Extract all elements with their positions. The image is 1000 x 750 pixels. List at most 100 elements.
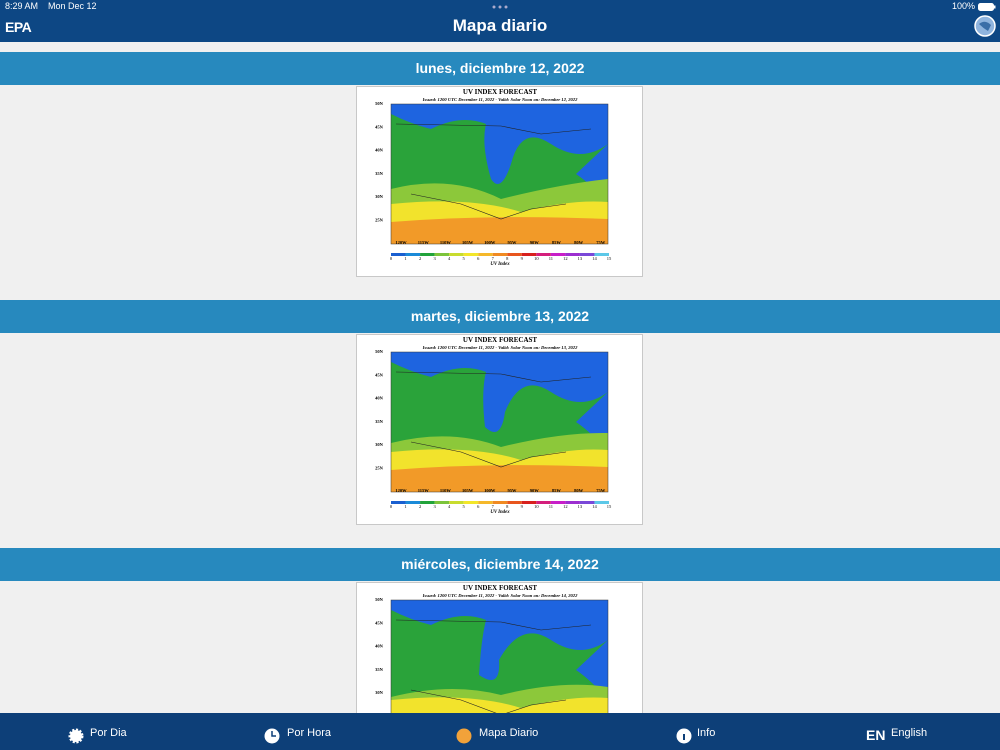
scale-segment bbox=[420, 253, 435, 256]
uv-map-card: UV INDEX FORECAST Issued: 1200 UTC Decemb… bbox=[356, 334, 643, 525]
lat-label: 35N bbox=[375, 667, 384, 672]
scale-label: 10 bbox=[534, 256, 539, 261]
scale-segment bbox=[434, 253, 450, 256]
scale-segment bbox=[434, 501, 450, 504]
lat-label: 50N bbox=[375, 597, 384, 602]
lat-label: 35N bbox=[375, 171, 384, 176]
lat-label: 45N bbox=[375, 372, 384, 377]
scale-segment bbox=[405, 501, 421, 504]
map-region bbox=[391, 600, 608, 680]
map-border bbox=[395, 371, 592, 468]
header: 8:29 AM Mon Dec 12 100% EPA Mapa diario bbox=[0, 0, 1000, 42]
tab-bar: Por Dia Por Hora Mapa Diario Info EN English bbox=[0, 713, 1000, 750]
scale-segment bbox=[507, 253, 522, 256]
lon-label: 85W bbox=[552, 240, 562, 245]
scale-label: 7 bbox=[492, 256, 495, 261]
lon-label: 120W bbox=[395, 240, 407, 245]
map-issued: Issued: 1200 UTC December 11, 2022 - Val… bbox=[422, 593, 578, 598]
lon-label: 85W bbox=[552, 488, 562, 493]
lon-label: 80W bbox=[574, 240, 584, 245]
scale-segment bbox=[492, 501, 508, 504]
tab-label[interactable]: Por Hora bbox=[287, 727, 332, 739]
tab-icon-shape bbox=[683, 734, 685, 740]
scale-label: 6 bbox=[477, 256, 480, 261]
tab-label[interactable]: Info bbox=[697, 727, 716, 739]
scale-segment bbox=[463, 501, 479, 504]
globe-button[interactable] bbox=[974, 15, 996, 37]
lon-label: 100W bbox=[484, 240, 496, 245]
lon-label: 75W bbox=[596, 240, 606, 245]
scale-label: 4 bbox=[448, 256, 451, 261]
lat-label: 40N bbox=[375, 644, 384, 649]
scale-label: 2 bbox=[419, 504, 421, 509]
lon-label: 115W bbox=[418, 488, 430, 493]
lat-label: 45N bbox=[375, 620, 384, 625]
tab-icon-shape bbox=[271, 731, 276, 737]
map-issued: Issued: 1200 UTC December 11, 2022 - Val… bbox=[422, 97, 578, 102]
scale-segment bbox=[420, 501, 435, 504]
tab-icon-text: EN bbox=[866, 727, 886, 743]
scale-segment bbox=[565, 501, 580, 504]
tab-label[interactable]: English bbox=[891, 727, 928, 739]
map-issued: Issued: 1200 UTC December 11, 2022 - Val… bbox=[422, 345, 578, 350]
scale-title: UV Index bbox=[490, 510, 510, 515]
scale-label: 1 bbox=[404, 504, 406, 509]
map-region bbox=[391, 697, 608, 713]
scale-segment bbox=[550, 501, 566, 504]
map-border bbox=[395, 619, 592, 713]
epa-logo[interactable]: EPA bbox=[5, 19, 32, 35]
lat-label: 25N bbox=[375, 466, 384, 471]
multitask-dots[interactable] bbox=[492, 5, 508, 9]
lon-label: 115W bbox=[418, 240, 430, 245]
lat-label: 25N bbox=[375, 218, 384, 223]
lat-label: 45N bbox=[375, 124, 384, 129]
scale-segment bbox=[449, 253, 464, 256]
map-region bbox=[391, 217, 608, 244]
scale-label: 13 bbox=[578, 504, 583, 509]
scale-label: 14 bbox=[592, 256, 597, 261]
map-frame bbox=[390, 103, 609, 245]
lat-label: 40N bbox=[375, 148, 384, 153]
scale-label: 10 bbox=[534, 504, 539, 509]
tab-icon bbox=[264, 728, 280, 744]
scale-segment bbox=[521, 253, 537, 256]
tab-label[interactable]: Por Dia bbox=[90, 727, 127, 739]
map-frame bbox=[390, 599, 609, 713]
uv-map-card: UV INDEX FORECAST Issued: 1200 UTC Decemb… bbox=[356, 582, 643, 713]
scale-label: 8 bbox=[506, 504, 509, 509]
lon-label: 95W bbox=[508, 240, 518, 245]
map-border bbox=[395, 123, 592, 220]
scale-segment bbox=[594, 253, 609, 256]
scale-label: 2 bbox=[419, 256, 421, 261]
scale-label: 0 bbox=[390, 504, 393, 509]
scale-label: 9 bbox=[521, 504, 524, 509]
scale-label: 11 bbox=[549, 256, 553, 261]
scale-segment bbox=[478, 253, 493, 256]
lon-label: 105W bbox=[462, 488, 474, 493]
scale-label: 4 bbox=[448, 504, 451, 509]
tab-label[interactable]: Mapa Diario bbox=[479, 727, 539, 739]
scale-label: 1 bbox=[404, 256, 406, 261]
scale-label: 3 bbox=[433, 504, 436, 509]
scale-segment bbox=[478, 501, 493, 504]
lon-label: 120W bbox=[395, 488, 407, 493]
lon-label: 90W bbox=[530, 488, 540, 493]
scale-segment bbox=[579, 501, 595, 504]
lon-label: 105W bbox=[462, 240, 474, 245]
scale-title: UV Index bbox=[490, 262, 510, 267]
lat-label: 30N bbox=[375, 442, 384, 447]
map-region bbox=[391, 352, 608, 432]
lat-label: 30N bbox=[375, 194, 384, 199]
scale-segment bbox=[536, 501, 551, 504]
scale-segment bbox=[521, 501, 537, 504]
page-title: Mapa diario bbox=[452, 16, 548, 35]
scale-label: 5 bbox=[463, 504, 466, 509]
scale-segment bbox=[507, 501, 522, 504]
scale-segment bbox=[579, 253, 595, 256]
map-frame bbox=[390, 351, 609, 493]
tab-icon bbox=[676, 728, 692, 744]
